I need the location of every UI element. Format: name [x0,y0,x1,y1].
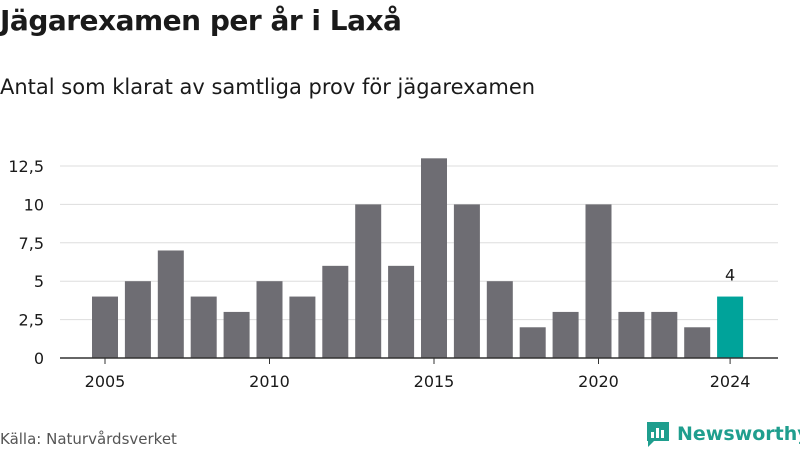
bar-chart: 0 2,5 5 7,5 10 12,5 2005 2010 2015 2020 2024 4 [8,157,778,391]
x-tick-label: 2010 [249,372,290,391]
x-tick-label: 2020 [578,372,619,391]
y-tick-label: 10 [24,195,44,214]
y-tick-label: 2,5 [19,311,44,330]
bar [486,281,513,358]
bar [651,311,678,358]
source-note: Källa: Naturvårdsverket [0,430,177,448]
bar [585,204,612,358]
y-tick-label: 7,5 [19,234,44,253]
x-tick-label: 2024 [710,372,751,391]
bar [124,281,151,358]
bar [190,296,217,358]
bar [388,265,415,358]
bar [453,204,480,358]
chart-subtitle: Antal som klarat av samtliga prov för jä… [0,75,536,99]
bar [322,265,349,358]
chart-title: Jägarexamen per år i Laxå [0,4,402,37]
brand-name: Newsworthy [677,423,800,445]
bar [92,296,118,358]
bar [355,204,382,358]
bar [717,296,744,358]
x-tick-label: 2005 [85,372,126,391]
bar [552,311,579,358]
x-tick-label: 2015 [414,372,455,391]
bar [618,311,645,358]
bar [289,296,316,358]
y-tick-label: 12,5 [8,157,44,176]
data-label: 4 [725,266,735,285]
bar [223,311,250,358]
newsworthy-logo-icon [647,422,669,447]
bar [421,158,447,358]
bar [684,327,711,358]
bar [519,327,546,358]
y-tick-label: 5 [34,272,44,291]
y-tick-label: 0 [34,349,44,368]
bar [256,281,283,358]
bar [157,250,184,358]
brand-logo: Newsworthy [645,420,800,448]
